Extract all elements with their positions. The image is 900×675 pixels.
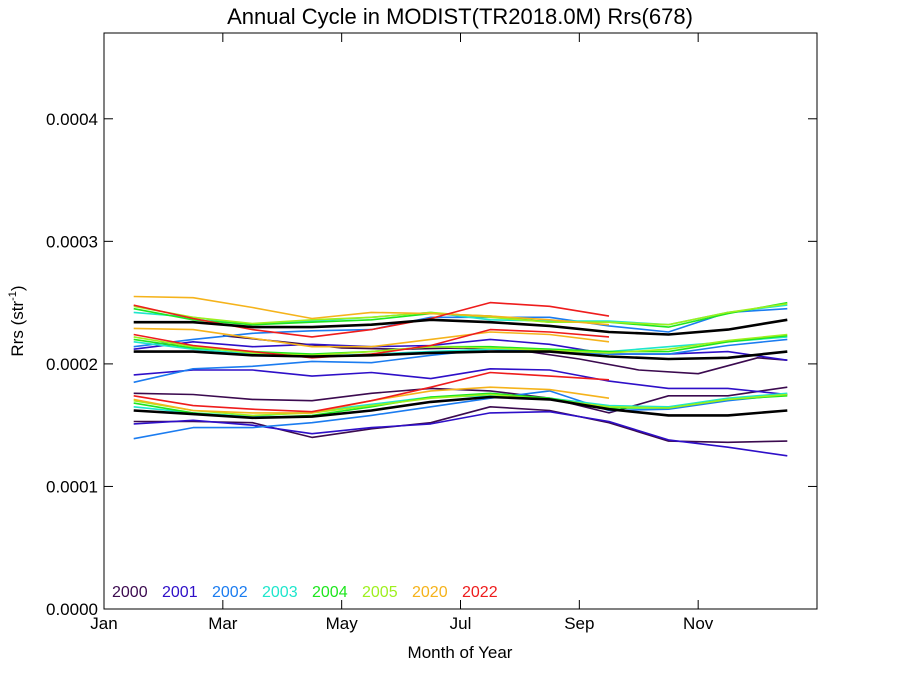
y-tick-label: 0.0000 [46, 600, 98, 619]
series-line-2022-low [133, 371, 610, 413]
legend-entry-2020: 2020 [412, 584, 448, 601]
series-line-2002-low [133, 390, 788, 440]
series-layer [133, 295, 788, 457]
x-axis: Jan Mar May Jul Sep Nov [90, 33, 714, 633]
x-tick-label: Jul [450, 614, 472, 633]
series-line-2005-low [133, 393, 788, 417]
x-tick-label: May [326, 614, 359, 633]
x-tick-label: Sep [564, 614, 594, 633]
legend-entry-2022: 2022 [462, 584, 498, 601]
legend-entry-2001: 2001 [162, 584, 198, 601]
series-line-2001-high [133, 338, 788, 361]
legend: 2000 2001 2002 2003 2004 2005 2020 2022 [112, 584, 498, 601]
legend-entry-2003: 2003 [262, 584, 298, 601]
x-axis-label: Month of Year [408, 643, 513, 662]
y-tick-label: 0.0001 [46, 477, 98, 496]
legend-entry-2005: 2005 [362, 584, 398, 601]
chart-title: Annual Cycle in MODIST(TR2018.0M) Rrs(67… [227, 4, 693, 29]
series-line-2001-mid [133, 367, 788, 396]
series-line-2001-low [133, 410, 788, 457]
y-tick-label: 0.0004 [46, 110, 98, 129]
series-line-2003-mid [133, 336, 788, 358]
y-tick-label: 0.0002 [46, 355, 98, 374]
x-tick-label: Nov [683, 614, 714, 633]
legend-entry-2002: 2002 [212, 584, 248, 601]
y-axis-label-main: Rrs (str [8, 301, 27, 357]
series-line-2002-high [133, 307, 788, 348]
series-line-2022-high [133, 301, 610, 338]
y-tick-label: 0.0003 [46, 232, 98, 251]
legend-entry-2004: 2004 [312, 584, 348, 601]
y-axis-label-close: ) [8, 285, 27, 291]
series-line-2020-mid [133, 327, 610, 348]
series-line-mean-mean-mid [133, 350, 788, 361]
y-axis: 0.0000 0.0001 0.0002 0.0003 0.0004 [46, 110, 817, 619]
series-line-2005-mid [133, 333, 788, 357]
series-line-mean-mean-low [133, 395, 788, 420]
y-axis-label-superscript: -1 [7, 291, 19, 301]
legend-entry-2000: 2000 [112, 584, 148, 601]
x-tick-label: Mar [208, 614, 238, 633]
series-line-2020-high [133, 295, 610, 326]
x-tick-label: Jan [90, 614, 117, 633]
y-axis-label: Rrs (str-1) [7, 285, 27, 356]
series-line-mean-mean-high [133, 318, 788, 336]
